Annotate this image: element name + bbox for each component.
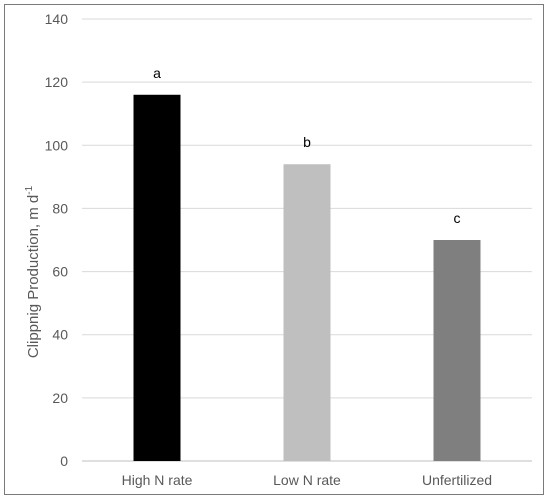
y-tick-label: 120 (45, 74, 69, 90)
bar-low-n-rate (283, 164, 331, 461)
x-category-label: Low N rate (273, 472, 341, 488)
x-category-label: High N rate (122, 472, 193, 488)
x-category-label: Unfertilized (422, 472, 492, 488)
significance-letter: c (454, 210, 461, 226)
y-axis-title-main: Clippnig Production, m d (25, 195, 42, 358)
y-tick-label: 140 (45, 11, 69, 27)
y-tick-label: 80 (52, 200, 68, 216)
significance-letter: a (153, 65, 161, 81)
y-tick-label: 0 (60, 453, 68, 469)
y-tick-label: 100 (45, 137, 69, 153)
y-axis-title: Clippnig Production, m d-1 (24, 185, 42, 358)
y-tick-label: 40 (52, 327, 68, 343)
y-tick-label: 60 (52, 264, 68, 280)
x-axis-categories: High N rate Low N rate Unfertilized (122, 472, 492, 488)
significance-letters: a b c (153, 65, 460, 226)
significance-letter: b (303, 134, 311, 150)
y-axis-title-superscript: -1 (24, 185, 35, 194)
y-tick-label: 20 (52, 390, 68, 406)
bar-unfertilized (433, 240, 481, 461)
bars (133, 94, 481, 462)
y-axis-ticks: 0 20 40 60 80 100 120 140 (45, 11, 69, 469)
bar-high-n-rate (133, 94, 181, 462)
